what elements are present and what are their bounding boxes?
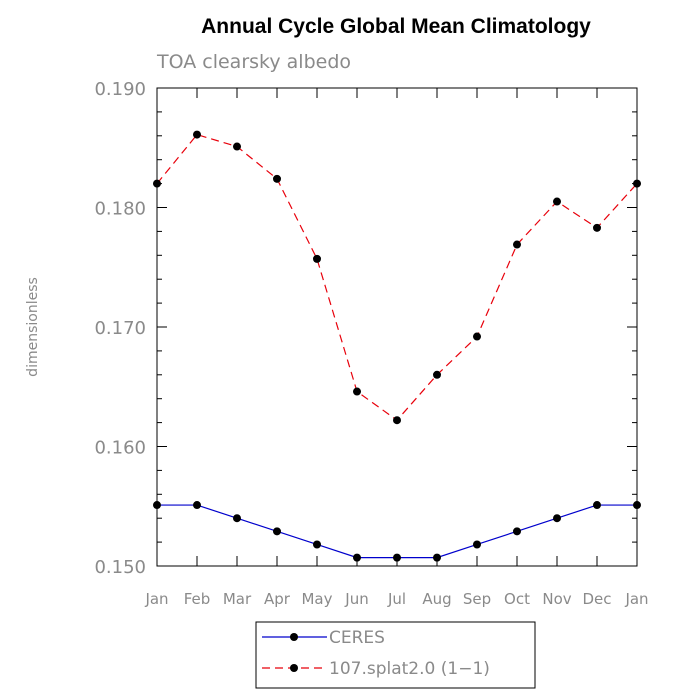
series-1-point (553, 197, 561, 206)
y-tick-label: 0.160 (94, 438, 146, 459)
series-1-point (273, 174, 281, 183)
x-tick-label: Mar (223, 590, 252, 608)
series-0-point (273, 527, 281, 536)
x-tick-label: May (301, 590, 332, 608)
series-0-point (433, 553, 441, 562)
y-tick-label: 0.180 (94, 199, 146, 220)
series-1-point (473, 332, 481, 341)
series-1-point (393, 416, 401, 425)
series-1-point (433, 370, 441, 379)
series-0-point (633, 501, 641, 510)
legend: CERES 107.splat2.0 (1−1) (255, 621, 536, 689)
series-1-point (193, 130, 201, 139)
series-0-point (473, 540, 481, 549)
series-1-point (313, 254, 321, 263)
legend-box (255, 621, 536, 689)
legend-marker-0 (290, 633, 298, 641)
legend-label-0: CERES (329, 628, 385, 648)
legend-label-1: 107.splat2.0 (1−1) (329, 659, 490, 679)
legend-marker-1 (290, 664, 298, 672)
x-tick-label: Sep (463, 590, 491, 608)
series-1-point (633, 179, 641, 188)
series-0-point (153, 501, 161, 510)
series-0-point (593, 501, 601, 510)
x-tick-label: Apr (264, 590, 291, 608)
series-layer (153, 130, 641, 562)
x-tick-label: Feb (184, 590, 211, 608)
y-tick-label: 0.190 (94, 79, 146, 100)
series-line-1 (156, 133, 638, 422)
y-axis-label: dimensionless (25, 277, 41, 377)
series-1-point (593, 223, 601, 232)
x-tick-label: Dec (582, 590, 611, 608)
x-tick-label: Aug (422, 590, 451, 608)
x-tick-label: Oct (504, 590, 530, 608)
series-0-point (353, 553, 361, 562)
series-line-0 (157, 504, 637, 559)
series-0-point (233, 514, 241, 523)
plot-frame (156, 87, 638, 567)
x-tick-label: Jun (344, 590, 368, 608)
x-tick-label: Jan (624, 590, 648, 608)
series-0-point (553, 514, 561, 523)
chart-title: Annual Cycle Global Mean Climatology (201, 15, 591, 38)
axes: 0.150 0.160 0.170 0.180 0.190 Jan Feb Mar Apr May… (94, 79, 648, 608)
x-tick-label: Jul (387, 590, 406, 608)
series-1-point (153, 179, 161, 188)
series-1-point (233, 142, 241, 151)
y-tick-label: 0.150 (94, 557, 146, 578)
x-tick-label: Nov (542, 590, 571, 608)
series-0-point (393, 553, 401, 562)
y-tick-label: 0.170 (94, 318, 146, 339)
x-tick-label: Jan (144, 590, 168, 608)
series-0-point (513, 527, 521, 536)
series-0-point (313, 540, 321, 549)
chart-subtitle: TOA clearsky albedo (156, 51, 351, 73)
series-1-point (513, 240, 521, 249)
series-1-point (353, 387, 361, 396)
series-0-point (193, 501, 201, 510)
